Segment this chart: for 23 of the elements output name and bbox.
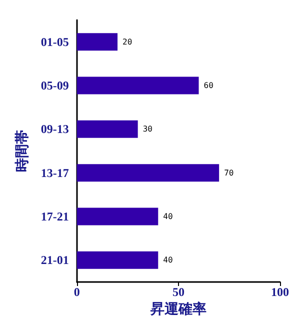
y-tick-label: 17-21: [40, 210, 69, 224]
data-label: 40: [163, 212, 173, 221]
x-tick-label: 0: [74, 285, 80, 299]
x-axis-title: 昇運確率: [149, 300, 206, 318]
data-label: 20: [122, 37, 132, 46]
data-label: 60: [204, 81, 214, 90]
bar: [76, 164, 220, 182]
y-tick-label: 09-13: [40, 122, 69, 136]
data-label: 70: [224, 168, 234, 178]
y-tick-label: 05-09: [40, 78, 69, 92]
bar: [76, 251, 158, 269]
bar: [76, 33, 118, 51]
y-tick-label: 01-05: [40, 34, 69, 49]
x-tick-label: 50: [172, 285, 184, 299]
bar: [76, 208, 158, 226]
x-tick-label: 100: [271, 285, 289, 299]
data-label: 40: [163, 256, 173, 265]
bar: [76, 120, 138, 138]
bar: [76, 76, 199, 94]
data-label: 30: [142, 124, 153, 134]
y-tick-label: 21-01: [40, 253, 69, 268]
y-tick-label: 13-17: [40, 166, 69, 180]
y-axis-title: 時間帯: [14, 130, 30, 172]
